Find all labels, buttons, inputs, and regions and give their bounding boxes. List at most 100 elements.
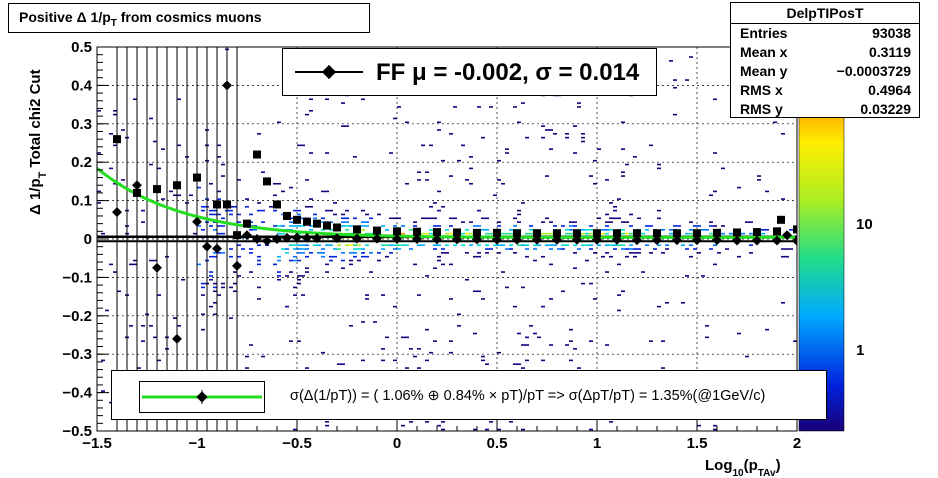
heatmap-cell xyxy=(221,163,225,166)
heatmap-cell xyxy=(617,263,621,266)
heatmap-cell xyxy=(277,182,281,185)
heatmap-cell xyxy=(257,209,261,212)
heatmap-cell xyxy=(501,182,505,185)
heatmap-cell xyxy=(449,133,453,135)
sigma-point xyxy=(153,185,161,194)
heatmap-cell xyxy=(469,232,473,235)
heatmap-cell xyxy=(101,232,105,235)
heatmap-cell xyxy=(173,317,177,319)
heatmap-cell xyxy=(109,263,113,266)
mean-point xyxy=(352,233,362,244)
heatmap-cell xyxy=(585,229,589,231)
sigma-point xyxy=(233,231,241,240)
heatmap-cell xyxy=(261,171,265,174)
heatmap-cell xyxy=(565,344,569,346)
profile-points xyxy=(112,80,797,344)
heatmap-cell xyxy=(449,340,453,342)
sigma-point xyxy=(593,229,601,238)
heatmap-cell xyxy=(149,117,153,120)
heatmap-cell xyxy=(393,359,397,362)
heatmap-cell xyxy=(153,336,157,339)
heatmap-cell xyxy=(453,217,457,220)
heatmap-cell xyxy=(525,248,529,250)
heatmap-cell xyxy=(309,109,313,112)
heatmap-cell xyxy=(417,367,421,369)
heatmap-cell xyxy=(429,232,433,235)
heatmap-cell xyxy=(377,259,381,262)
heatmap-cell xyxy=(533,332,537,335)
heatmap-cell xyxy=(641,271,645,273)
heatmap-cell xyxy=(545,175,549,177)
heatmap-cell xyxy=(621,229,625,231)
heatmap-cell xyxy=(197,186,201,189)
heatmap-cell xyxy=(209,182,213,185)
heatmap-cell xyxy=(569,225,573,227)
y-tick-label: −0.2 xyxy=(62,308,92,325)
heatmap-cell xyxy=(377,213,381,216)
heatmap-cell xyxy=(233,271,237,273)
fit-legend-box: FF μ = -0.002, σ = 0.014 xyxy=(282,48,657,96)
mean-point xyxy=(552,234,562,245)
heatmap-cell xyxy=(345,221,349,223)
heatmap-cell xyxy=(249,229,253,231)
heatmap-cell xyxy=(417,179,421,181)
heatmap-cell xyxy=(285,275,289,277)
heatmap-cell xyxy=(713,190,717,193)
y-tick-label: −0.1 xyxy=(62,269,92,286)
heatmap-cell xyxy=(473,290,477,293)
heatmap-cell xyxy=(621,148,625,150)
heatmap-cell xyxy=(529,229,533,231)
heatmap-cell xyxy=(517,244,521,246)
heatmap-cell xyxy=(213,286,217,289)
heatmap-cell xyxy=(649,144,653,147)
heatmap-cell xyxy=(693,248,697,250)
y-tick-label: −0.5 xyxy=(62,423,92,440)
heatmap-cell xyxy=(257,263,261,266)
stats-value: 0.4964 xyxy=(868,82,911,98)
heatmap-cell xyxy=(101,390,105,392)
heatmap-cell xyxy=(625,163,629,166)
heatmap-cell xyxy=(281,225,285,227)
heatmap-cell xyxy=(561,225,565,227)
heatmap-cell xyxy=(365,221,369,223)
heatmap-cell xyxy=(581,136,585,139)
heatmap-cell xyxy=(333,255,337,258)
heatmap-cell xyxy=(501,244,505,246)
heatmap-cell xyxy=(545,129,549,131)
heatmap-cell xyxy=(277,255,281,258)
axes: −1.5 −1 −0.5 0 0.5 1 1.5 2 −0.5 −0.4 −0.3 −0.2 −0.1 0… xyxy=(62,39,801,452)
stats-value: 0.3119 xyxy=(868,44,911,60)
heatmap-cell xyxy=(525,255,529,258)
heatmap-cell xyxy=(261,221,265,223)
heatmap-cell xyxy=(229,286,233,289)
heatmap-cell xyxy=(301,244,305,246)
mean-point xyxy=(772,235,782,246)
resolution-legend-marker-box xyxy=(139,381,265,413)
heatmap-cell xyxy=(457,313,461,316)
heatmap-cell xyxy=(525,336,529,339)
heatmap-cell xyxy=(765,190,769,193)
heatmap-cell xyxy=(249,248,253,250)
heatmap-cell xyxy=(553,244,557,246)
heatmap-cell xyxy=(217,190,221,193)
heatmap-cell xyxy=(545,244,549,246)
heatmap-cell xyxy=(617,244,621,246)
heatmap-cell xyxy=(553,133,557,135)
heatmap-cell xyxy=(509,229,513,231)
heatmap-cell xyxy=(749,221,753,223)
mean-point xyxy=(592,234,602,245)
heatmap-cell xyxy=(501,232,505,235)
heatmap-cell xyxy=(201,205,205,208)
heatmap-cell xyxy=(181,278,185,281)
heatmap-cell xyxy=(633,255,637,258)
mean-point xyxy=(752,235,762,246)
heatmap-cell xyxy=(213,229,217,231)
stats-box: DelpTIPosT Entries 93038 Mean x 0.3119 Mea… xyxy=(730,2,920,118)
heatmap-cell xyxy=(705,229,709,231)
heatmap-cell xyxy=(381,244,385,246)
heatmap-cell xyxy=(517,221,521,223)
heatmap-cell xyxy=(665,248,669,250)
heatmap-cell xyxy=(429,229,433,231)
heatmap-cell xyxy=(393,248,397,250)
heatmap-cell xyxy=(357,244,361,246)
